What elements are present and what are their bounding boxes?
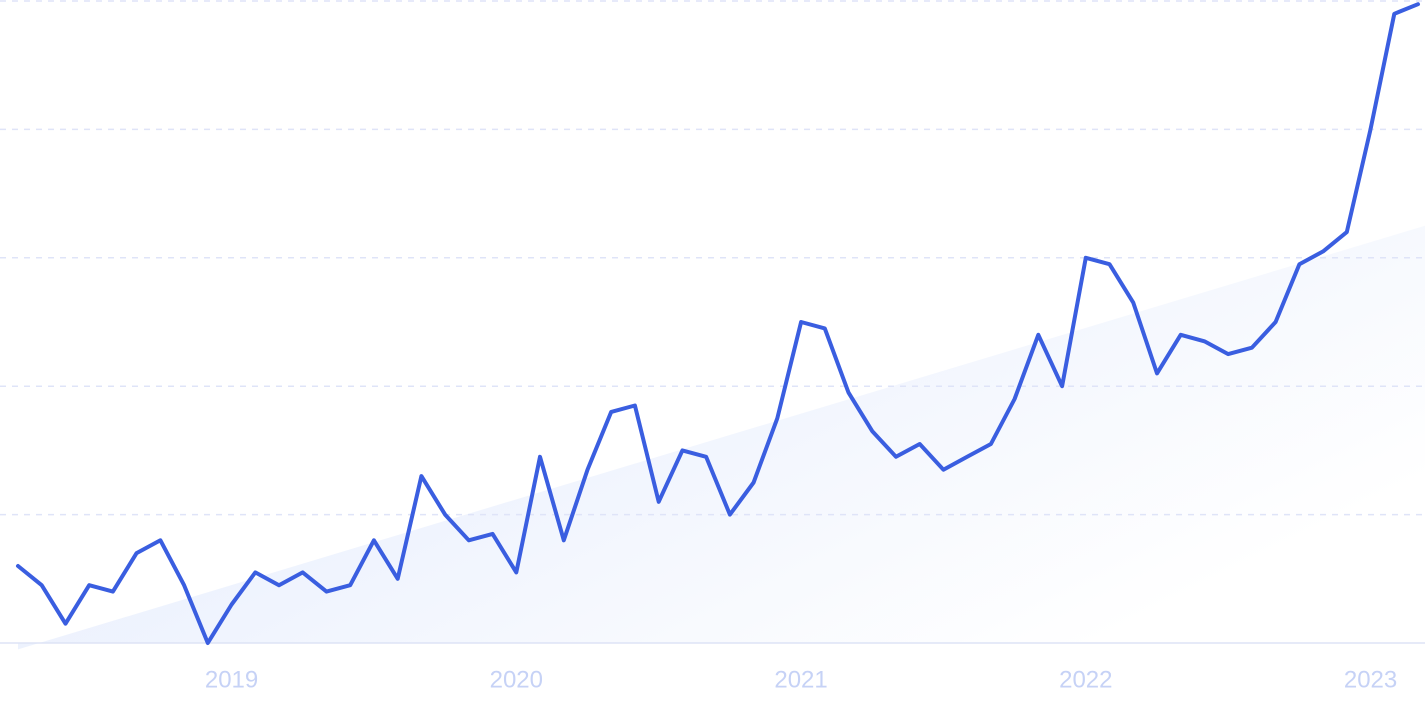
trend-area — [18, 225, 1425, 650]
x-tick-label: 2022 — [1059, 666, 1112, 693]
x-tick-label: 2023 — [1344, 666, 1397, 693]
trend-line — [16, 2, 1420, 645]
x-tick-label: 2020 — [490, 666, 543, 693]
x-tick-label: 2021 — [774, 666, 827, 693]
x-tick-label: 2019 — [205, 666, 258, 693]
